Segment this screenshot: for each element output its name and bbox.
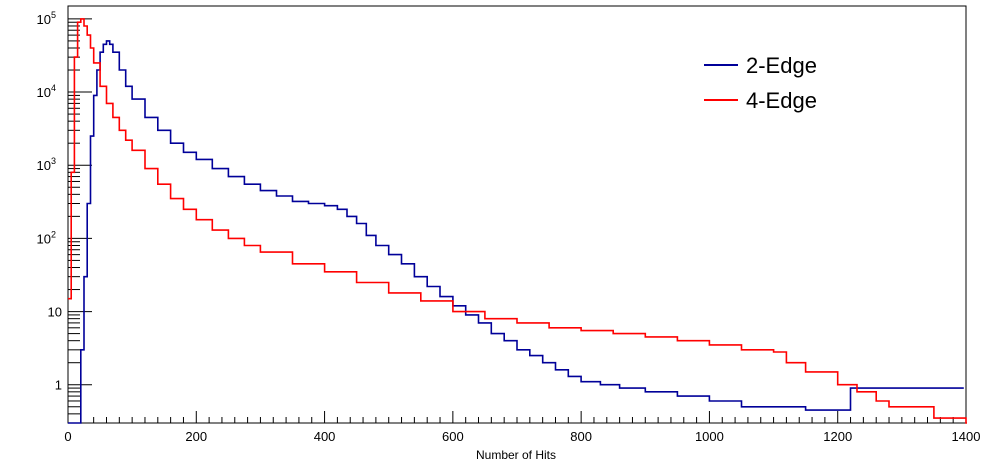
x-tick-label: 200 xyxy=(185,429,207,444)
legend: 2-Edge 4-Edge xyxy=(704,53,817,113)
y-tick-label: 102 xyxy=(37,229,56,246)
y-tick-label: 1 xyxy=(55,378,62,393)
series-line-4-edge xyxy=(68,18,967,424)
x-tick-label: 1400 xyxy=(952,429,981,444)
y-tick-label: 105 xyxy=(37,10,56,27)
y-axis: 1 10 102 103 104 105 xyxy=(37,10,92,424)
series-line-2-edge xyxy=(68,40,964,424)
x-tick-label: 400 xyxy=(314,429,336,444)
y-tick-label: 103 xyxy=(37,156,56,173)
legend-label-4-edge: 4-Edge xyxy=(746,88,817,113)
x-tick-label: 0 xyxy=(64,429,71,444)
x-axis: 0 200 400 600 800 1000 1200 1400 xyxy=(64,411,980,444)
legend-label-2-edge: 2-Edge xyxy=(746,53,817,78)
plot-frame xyxy=(67,5,967,424)
series-layer xyxy=(68,18,967,424)
x-tick-label: 1000 xyxy=(695,429,724,444)
x-tick-label: 800 xyxy=(570,429,592,444)
x-tick-label: 600 xyxy=(442,429,464,444)
y-tick-label: 104 xyxy=(37,83,56,100)
x-tick-label: 1200 xyxy=(823,429,852,444)
y-tick-label: 10 xyxy=(48,305,62,320)
x-axis-label: Number of Hits xyxy=(476,448,556,462)
